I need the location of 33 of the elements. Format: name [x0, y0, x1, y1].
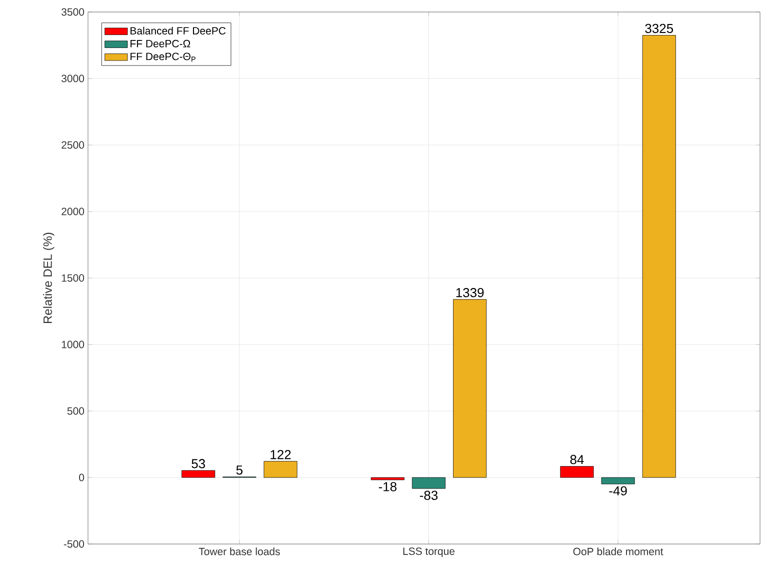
y-tick-label: 3500: [62, 8, 84, 16]
y-tick-label: 1500: [62, 274, 84, 282]
y-tick-label: 2500: [62, 141, 84, 149]
bar: [560, 466, 594, 478]
y-tick-label: 2000: [62, 208, 84, 216]
bar: [453, 299, 487, 478]
bar: [264, 461, 298, 478]
x-tick-label: Tower base loads: [198, 548, 280, 556]
x-tick-label: LSS torque: [403, 548, 455, 558]
data-label: 122: [270, 450, 291, 460]
bar: [412, 477, 446, 489]
bar: [370, 477, 404, 480]
data-label: 1339: [456, 288, 484, 298]
y-tick-label: 3000: [62, 74, 84, 82]
data-label: -18: [378, 482, 396, 492]
legend-label: FF DeePC-Θ$_{P}$: [130, 52, 196, 62]
data-label: -83: [420, 490, 438, 500]
y-tick-label: 500: [67, 407, 84, 415]
bar: [182, 470, 216, 478]
bar: [642, 35, 676, 478]
x-tick-label: OoP blade moment: [573, 548, 664, 556]
y-tick-label: -500: [64, 540, 84, 548]
bar: [601, 477, 635, 484]
data-label: 84: [570, 454, 584, 464]
data-label: -49: [609, 486, 627, 496]
legend-label: FF DeePC-Ω: [130, 40, 190, 48]
data-label: 5: [236, 466, 243, 475]
data-label: 3325: [645, 24, 674, 34]
y-axis-title: Relative DEL (%): [43, 232, 54, 324]
legend-label: Balanced FF DeePC: [130, 26, 226, 35]
y-tick-label: 1000: [62, 340, 84, 348]
y-tick-label: 0: [79, 474, 84, 482]
data-label: 53: [192, 459, 206, 468]
